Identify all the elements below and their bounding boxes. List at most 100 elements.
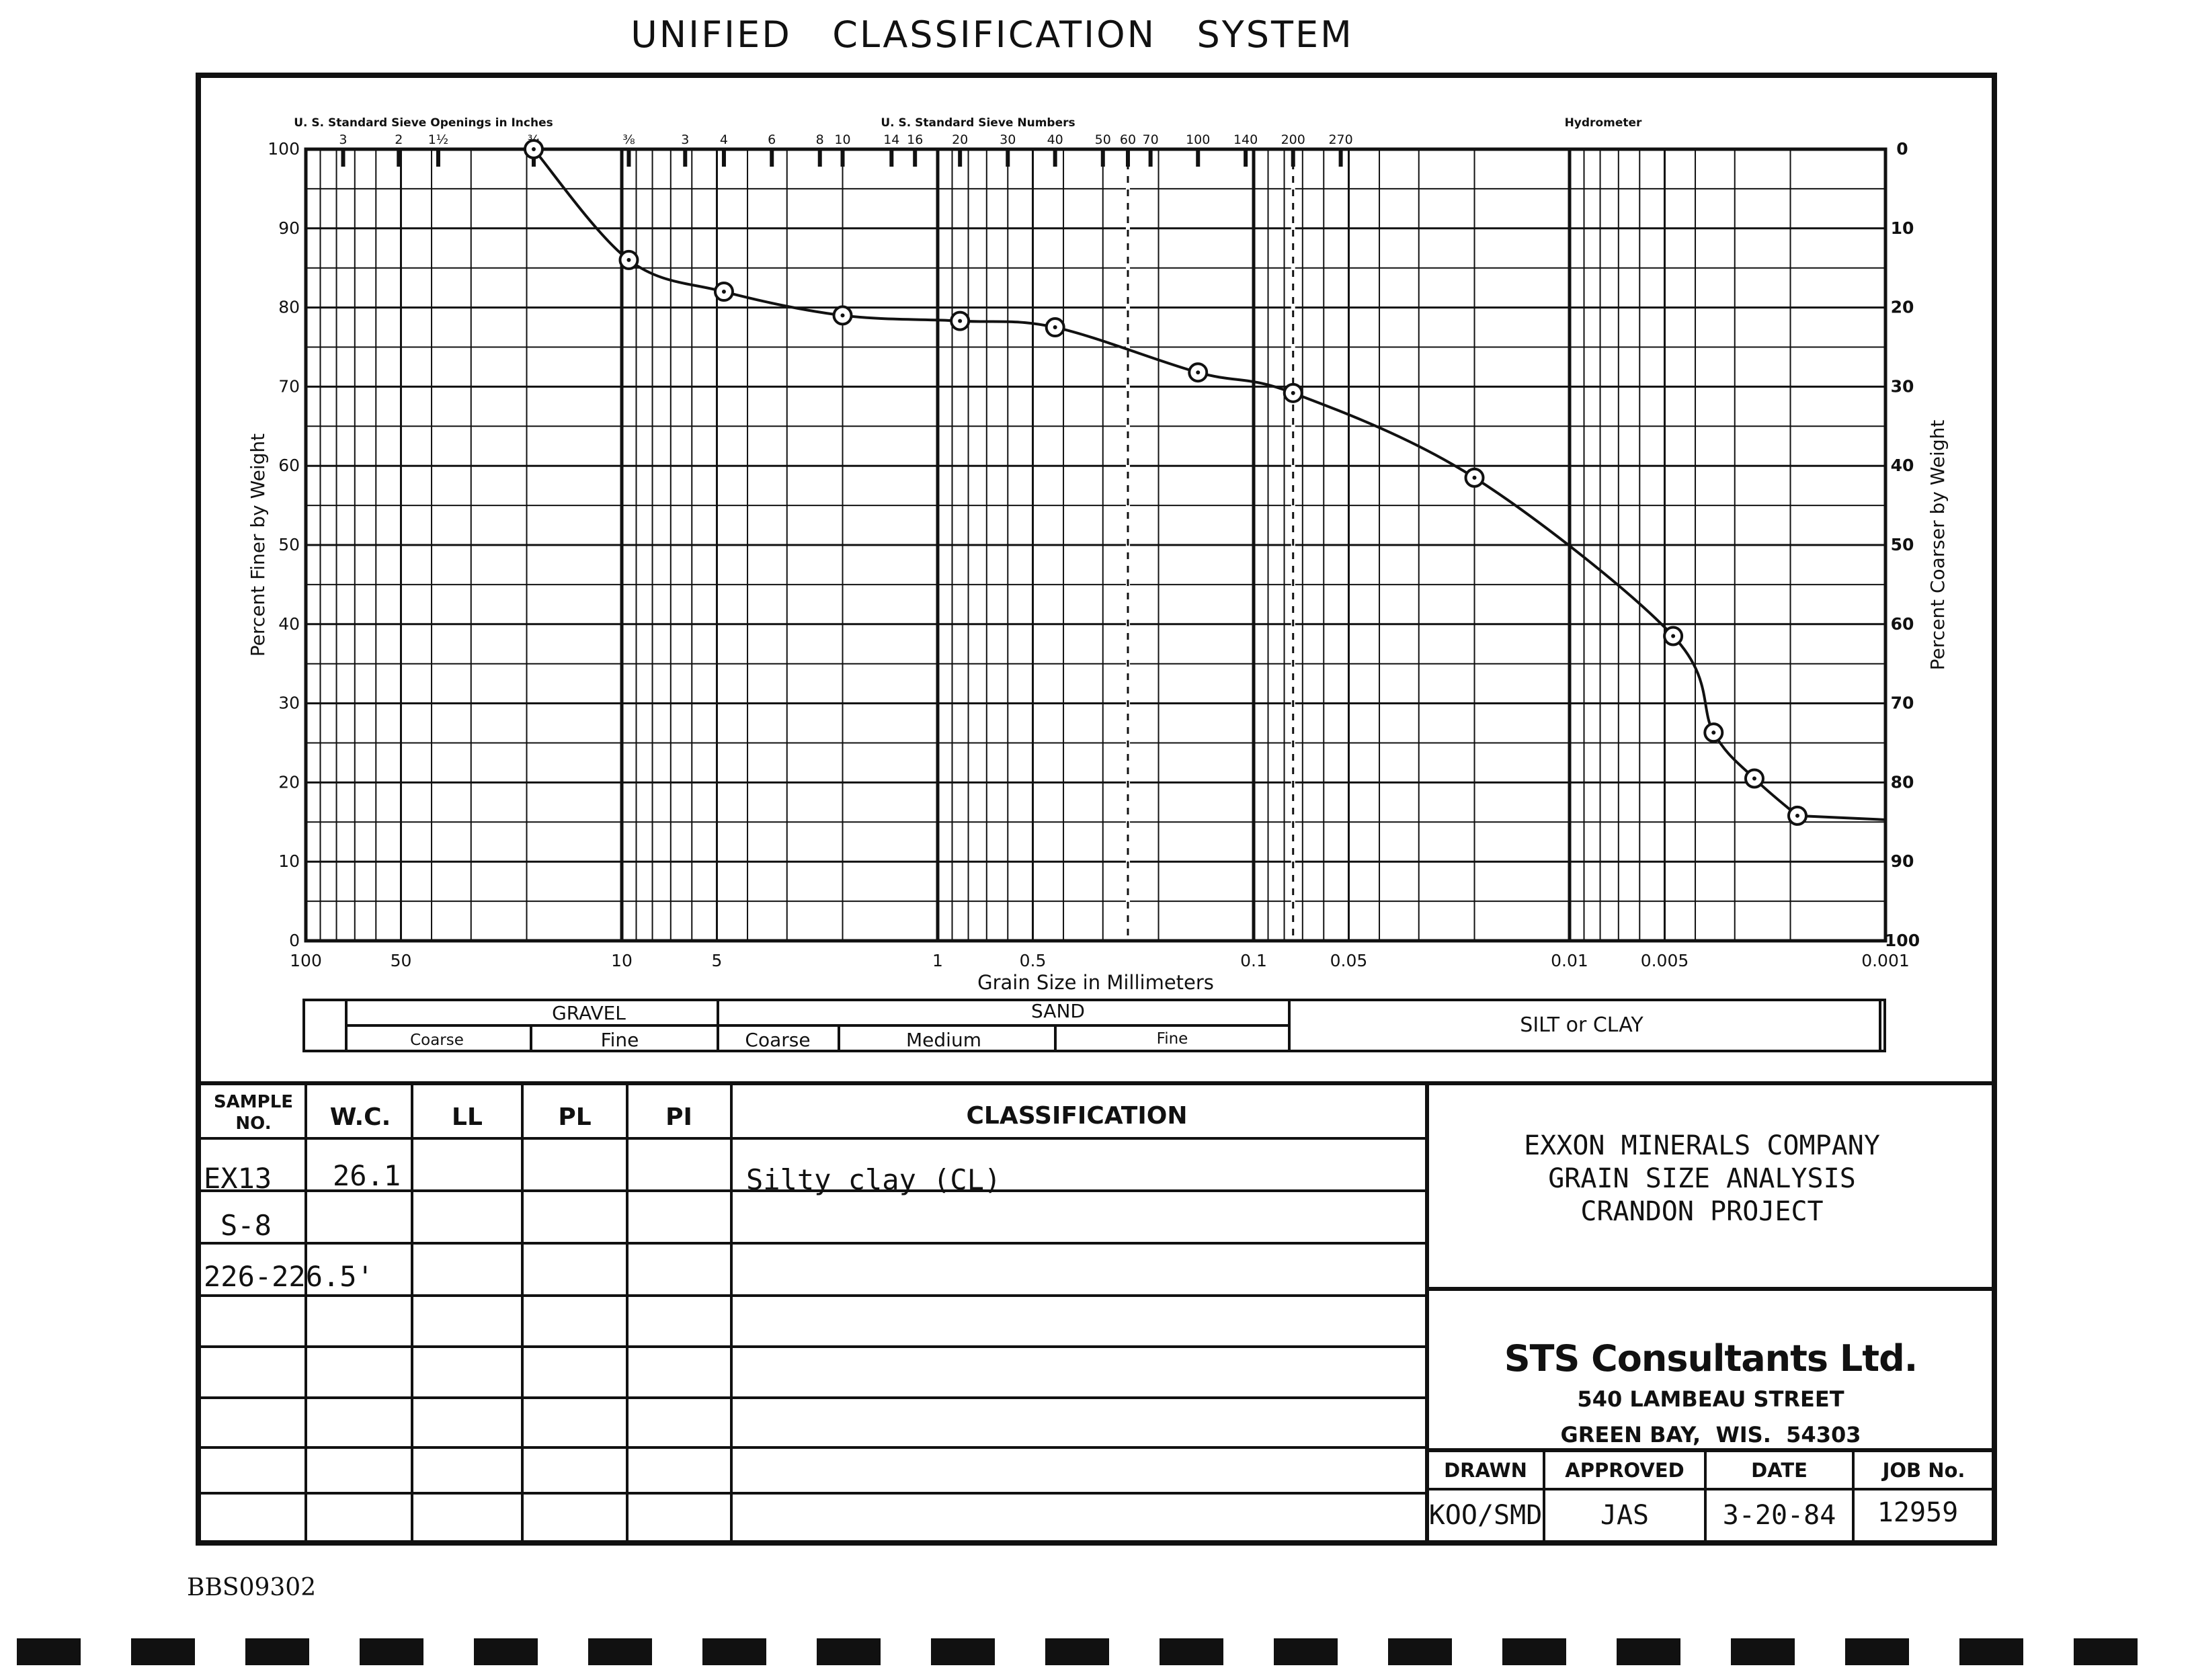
sieve-label: 270	[1328, 132, 1352, 147]
data-point-center	[1711, 730, 1716, 735]
sieve-label: 8	[816, 132, 824, 147]
firm-name: STS Consultants Ltd.	[1504, 1337, 1918, 1380]
gravel-coarse-label: Coarse	[410, 1032, 464, 1049]
job-label: JOB No.	[1881, 1459, 1965, 1482]
x-tick-label: 0.05	[1330, 951, 1368, 970]
binder-mark	[1731, 1638, 1795, 1665]
y-tick-label: 40	[278, 614, 300, 634]
sieve-label: 10	[834, 132, 850, 147]
sieve-label: 30	[1000, 132, 1016, 147]
gradation-curve	[523, 139, 1886, 826]
binder-mark	[702, 1638, 766, 1665]
sieve-label: 14	[883, 132, 899, 147]
project-analysis: GRAIN SIZE ANALYSIS	[1548, 1163, 1856, 1194]
sheet-title: UNIFIED CLASSIFICATION SYSTEM	[631, 13, 1353, 56]
y-tick-label: 0	[289, 931, 300, 950]
y-axis-label-right: Percent Coarser by Weight	[1926, 420, 1949, 671]
data-point-center	[626, 257, 631, 262]
sieve-label: 100	[1186, 132, 1210, 147]
y-tick-label: 20	[278, 772, 300, 792]
data-point-center	[1196, 370, 1201, 375]
binder-mark	[360, 1638, 423, 1665]
binder-mark	[1274, 1638, 1338, 1665]
sieve-label: 20	[952, 132, 968, 147]
x-tick-label: 0.1	[1240, 951, 1267, 970]
firm-city: GREEN BAY, WIS. 54303	[1561, 1422, 1861, 1447]
project-company: EXXON MINERALS COMPANY	[1524, 1130, 1880, 1161]
data-point-center	[1053, 325, 1057, 330]
binder-mark	[131, 1638, 195, 1665]
project-box: EXXON MINERALS COMPANY GRAIN SIZE ANALYS…	[1427, 1130, 1994, 1543]
sieve-numbers-label: U. S. Standard Sieve Numbers	[881, 116, 1075, 130]
y-tick-label: 70	[278, 376, 300, 396]
gravel-label: GRAVEL	[552, 1002, 626, 1024]
y-axis-label-left: Percent Finer by Weight	[247, 433, 269, 657]
class-band-frame	[302, 999, 1886, 1052]
firm-street: 540 LAMBEAU STREET	[1577, 1386, 1844, 1412]
classification-value: Silty clay (CL)	[746, 1163, 1001, 1196]
binder-mark	[17, 1638, 81, 1665]
chart-grid	[306, 148, 1887, 942]
x-tick-label: 50	[391, 951, 412, 970]
binder-mark	[245, 1638, 309, 1665]
x-tick-label: 0.01	[1551, 951, 1588, 970]
binder-mark	[1845, 1638, 1909, 1665]
gradation-tail	[1797, 814, 1886, 821]
approved-value: JAS	[1600, 1500, 1649, 1531]
drawn-value: KOO/SMD	[1429, 1500, 1543, 1531]
sample-header: SAMPLE	[214, 1092, 293, 1112]
grain-size-chart: U. S. Standard Sieve Openings in Inches …	[247, 116, 1949, 994]
data-point-center	[1472, 475, 1477, 480]
sieve-label: 40	[1047, 132, 1063, 147]
pi-header: PI	[665, 1103, 692, 1131]
sieve-label: 16	[907, 132, 923, 147]
scan-edge-marks	[17, 1638, 2138, 1665]
sieve-label: 3	[681, 132, 689, 147]
x-axis: 100 50 10 5 1 0.5 0.1 0.05 0.01 0.005 0.001	[290, 951, 1910, 970]
x-tick-label: 10	[611, 951, 633, 970]
binder-mark	[1388, 1638, 1452, 1665]
y-tick-label: 100	[268, 139, 300, 159]
y-right-tick-label: 70	[1891, 694, 1914, 713]
binder-mark	[931, 1638, 995, 1665]
sieve-label: 2	[395, 132, 403, 147]
sieve-label: 140	[1233, 132, 1258, 147]
y-right-tick-label: 40	[1891, 456, 1914, 475]
binder-mark	[1617, 1638, 1680, 1665]
sample-table: SAMPLE NO. W.C. LL PL PI CLASSIFICATION …	[198, 1083, 1429, 1543]
sample-no-header: NO.	[235, 1114, 271, 1134]
sand-medium-label: Medium	[906, 1029, 981, 1051]
sand-fine-label: Fine	[1157, 1030, 1188, 1048]
y-right-tick-label: 30	[1891, 376, 1914, 396]
y-right-tick-label: 10	[1891, 218, 1914, 238]
sieve-label: 6	[768, 132, 776, 147]
sieve-scale: U. S. Standard Sieve Openings in Inches …	[294, 116, 1642, 167]
sieve-label: 60	[1120, 132, 1136, 147]
data-point-center	[1291, 390, 1295, 395]
sample-depth: 226-226.5'	[204, 1260, 374, 1293]
y-right-tick-label: 0	[1896, 139, 1908, 159]
binder-mark	[588, 1638, 652, 1665]
y-tick-label: 30	[278, 694, 300, 713]
water-content-value: 26.1	[333, 1159, 401, 1192]
data-point-center	[1795, 813, 1799, 818]
gradation-line	[532, 148, 1799, 817]
binder-mark	[1045, 1638, 1109, 1665]
date-label: DATE	[1751, 1459, 1808, 1482]
sieve-label: 3	[339, 132, 347, 147]
y-right-tick-label: 80	[1891, 772, 1914, 792]
binder-mark	[817, 1638, 881, 1665]
data-point-center	[1671, 634, 1676, 638]
y-right-tick-label: 90	[1891, 851, 1914, 871]
pl-header: PL	[558, 1103, 591, 1131]
sieve-label: 200	[1281, 132, 1305, 147]
data-point-center	[1752, 776, 1756, 781]
wc-header: W.C.	[330, 1103, 391, 1131]
x-tick-label: 100	[290, 951, 322, 970]
sample-id: EX13	[204, 1162, 272, 1195]
x-tick-label: 5	[712, 951, 723, 970]
data-point-center	[958, 319, 963, 323]
sieve-label: 4	[720, 132, 728, 147]
project-name: CRANDON PROJECT	[1580, 1196, 1823, 1227]
